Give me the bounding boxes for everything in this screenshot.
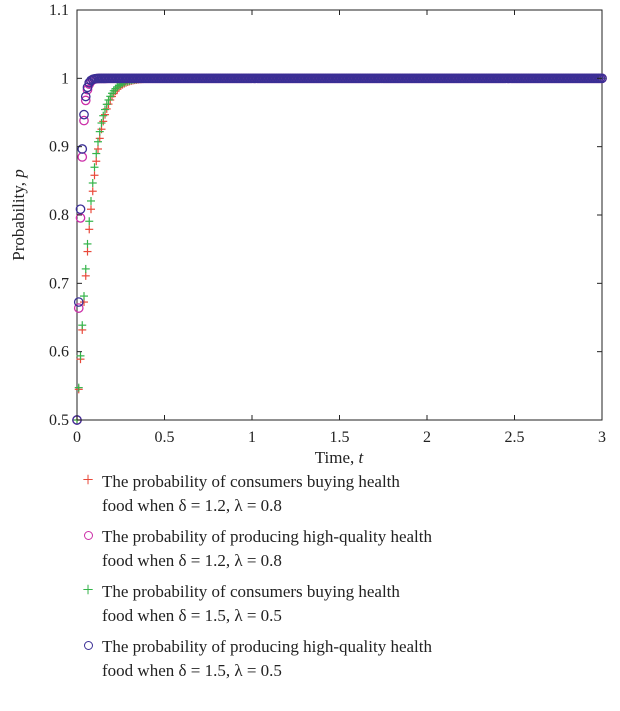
x-tick-label: 1	[248, 429, 256, 446]
data-point-plus	[81, 271, 90, 280]
circle-marker-icon	[78, 525, 98, 545]
data-point-circle	[73, 297, 84, 307]
y-tick-label: 1	[61, 70, 69, 87]
x-tick-label: 2.5	[505, 429, 525, 446]
y-tick-label: 0.9	[49, 139, 69, 156]
plus-marker-icon: +	[82, 579, 94, 601]
data-point-plus	[74, 383, 83, 392]
data-point-circle	[79, 115, 89, 126]
y-axis-ticks: 0.5 0.6 0.7 0.8 0.9 1 1.1	[49, 2, 602, 429]
data-point-plus	[99, 111, 108, 120]
data-point-circle	[73, 303, 84, 313]
data-point-plus	[102, 100, 111, 109]
data-point-plus	[94, 144, 102, 153]
x-tick-label: 3	[598, 429, 606, 446]
x-axis-ticks: 0 0.5 1 1.5 2 2.5 3	[73, 10, 606, 446]
data-point-plus	[97, 119, 106, 128]
data-point-plus	[90, 163, 99, 172]
data-point-plus	[83, 239, 92, 248]
y-tick-label: 0.7	[49, 275, 69, 292]
data-point-plus	[104, 95, 113, 104]
circle-marker-icon	[78, 635, 98, 655]
x-tick-label: 0	[73, 429, 81, 446]
data-point-plus	[78, 321, 87, 330]
x-axis-label: Time, t	[315, 448, 365, 467]
plus-marker-icon: +	[82, 469, 94, 491]
data-point-plus	[87, 205, 95, 214]
y-tick-label: 1.1	[49, 2, 69, 19]
data-point-circle	[80, 91, 91, 102]
data-point-circle	[80, 95, 91, 106]
data-point-plus	[87, 196, 95, 205]
data-point-plus	[85, 225, 94, 234]
plot-area	[76, 9, 603, 421]
legend: + The probability of consumers buying he…	[0, 470, 620, 711]
legend-label: The probability of consumers buying heal…	[102, 472, 400, 515]
y-tick-label: 0.6	[49, 344, 69, 361]
data-point-plus	[81, 264, 90, 273]
data-point-plus	[88, 178, 97, 187]
legend-label: The probability of producing high-qualit…	[102, 637, 433, 680]
y-axis-label: Probability, p	[9, 169, 28, 260]
data-point-plus	[95, 127, 104, 136]
chart: 0 0.5 1 1.5 2 2.5 3 0.50.60.70.80.911.1 Time, …	[9, 2, 607, 467]
y-tick-label: 0.5	[49, 412, 69, 429]
data-point-plus	[76, 351, 85, 360]
data-point-plus	[92, 157, 101, 166]
data-point-plus	[80, 292, 88, 301]
data-point-plus	[94, 137, 102, 146]
data-point-plus	[95, 134, 104, 143]
legend-label: The probability of producing high-qualit…	[102, 527, 433, 570]
data-marks	[72, 73, 607, 425]
data-point-plus	[88, 187, 97, 196]
data-point-plus	[90, 171, 99, 180]
data-point-plus	[85, 217, 94, 226]
data-point-plus	[92, 149, 101, 158]
x-tick-label: 1.5	[330, 429, 350, 446]
data-point-plus	[101, 105, 109, 114]
data-point-circle	[79, 109, 89, 120]
data-point-circle	[75, 204, 86, 215]
legend-label: The probability of consumers buying heal…	[102, 582, 400, 625]
data-point-plus	[83, 247, 92, 256]
x-tick-label: 0.5	[155, 429, 175, 446]
data-point-circle	[77, 144, 88, 154]
x-tick-label: 2	[423, 429, 431, 446]
y-tick-label: 0.8	[49, 207, 69, 224]
